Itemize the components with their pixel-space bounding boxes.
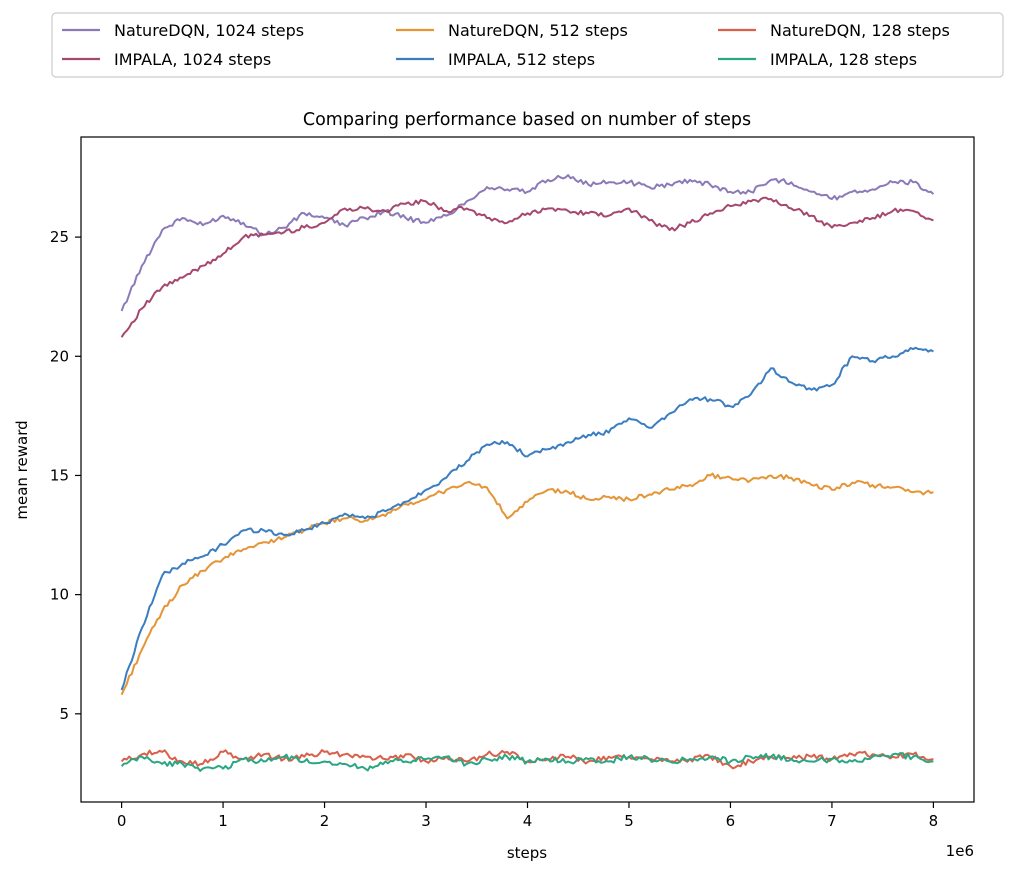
series-line-1 xyxy=(120,174,935,312)
y-tick-label: 10 xyxy=(50,586,69,604)
series-line-2 xyxy=(120,196,934,338)
x-axis-offset-label: 1e6 xyxy=(946,842,974,860)
legend-label: IMPALA, 512 steps xyxy=(448,50,595,69)
plot-frame xyxy=(80,136,975,803)
y-axis: 5 10 15 20 25 xyxy=(50,228,81,723)
y-tick-label: 15 xyxy=(50,466,69,484)
x-tick-label: 2 xyxy=(320,812,330,830)
x-tick-label: 0 xyxy=(117,812,127,830)
x-axis: 0 1 2 3 4 5 6 7 8 xyxy=(117,802,938,830)
x-tick-label: 4 xyxy=(523,812,533,830)
x-tick-label: 7 xyxy=(827,812,837,830)
y-axis-label: mean reward xyxy=(13,420,31,519)
x-tick-label: 6 xyxy=(726,812,736,830)
series-lines xyxy=(120,174,935,772)
y-tick-label: 5 xyxy=(59,705,69,723)
series-line-6 xyxy=(120,752,934,772)
legend-label: NatureDQN, 128 steps xyxy=(770,21,950,40)
y-tick-label: 20 xyxy=(50,347,69,365)
x-tick-label: 1 xyxy=(218,812,228,830)
legend-label: NatureDQN, 1024 steps xyxy=(114,21,304,40)
legend-label: IMPALA, 128 steps xyxy=(770,50,917,69)
legend-box xyxy=(51,12,1004,78)
chart-title: Comparing performance based on number of… xyxy=(303,110,751,130)
x-axis-label: steps xyxy=(507,844,547,862)
series-line-3 xyxy=(120,472,934,696)
legend-label: IMPALA, 1024 steps xyxy=(114,50,271,69)
legend-label: NatureDQN, 512 steps xyxy=(448,21,628,40)
series-line-4 xyxy=(120,346,934,691)
x-tick-label: 8 xyxy=(929,812,939,830)
x-tick-label: 3 xyxy=(421,812,431,830)
legend: NatureDQN, 1024 steps IMPALA, 1024 steps N… xyxy=(51,12,1004,78)
x-tick-label: 5 xyxy=(624,812,634,830)
y-tick-label: 25 xyxy=(50,228,69,246)
